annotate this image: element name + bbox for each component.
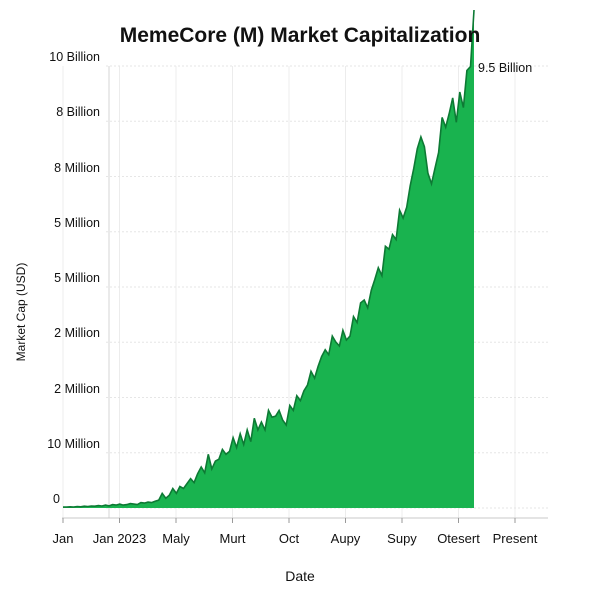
- x-tick-label: Supy: [387, 531, 417, 546]
- chart-title: MemeCore (M) Market Capitalization: [119, 24, 481, 47]
- y-tick-label: 8 Million: [54, 160, 100, 175]
- y-tick-label: 5 Million: [54, 271, 100, 285]
- x-tick-label: Murt: [219, 531, 246, 546]
- y-tick-label: 5 Million: [54, 215, 100, 230]
- y-tick-label: 2 Million: [54, 326, 100, 341]
- y-tick-label: 2 Million: [54, 381, 100, 396]
- x-tick-label: Aupy: [330, 531, 361, 546]
- market-cap-area: [63, 10, 474, 508]
- x-tick-label: Maly: [162, 531, 190, 546]
- x-tick-label: Otesert: [437, 531, 480, 546]
- y-tick-label: 10 Billion: [49, 50, 100, 64]
- y-tick-label: 0: [53, 492, 60, 506]
- y-axis-title: Market Cap (USD): [14, 262, 28, 362]
- peak-annotation: 9.5 Billion: [478, 61, 533, 75]
- x-tick-label: Jan 2023: [92, 531, 147, 546]
- x-tick-label: Oct: [278, 531, 300, 546]
- y-tick-label: 10 Million: [47, 436, 100, 451]
- x-axis-ticks: [62, 518, 516, 523]
- x-tick-label: Jan: [52, 531, 74, 546]
- vertical-gridlines: [62, 66, 516, 518]
- x-axis-title: Date: [285, 568, 315, 584]
- x-tick-label: Present: [492, 531, 538, 546]
- y-tick-label: 8 Billion: [56, 105, 100, 120]
- market-cap-line: [63, 9, 475, 508]
